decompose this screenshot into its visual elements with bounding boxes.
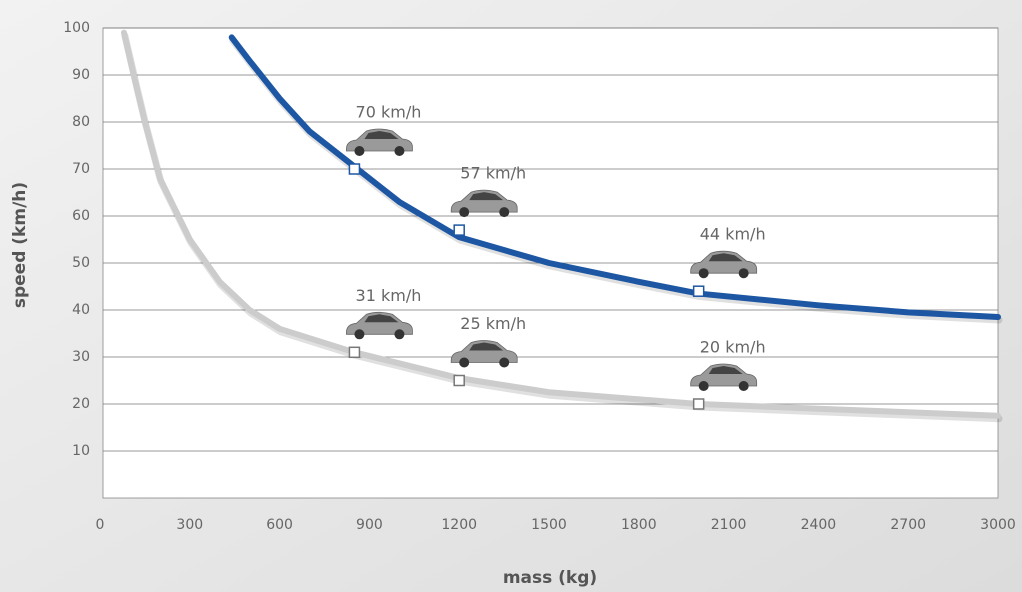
car-icon xyxy=(450,340,518,368)
point-marker xyxy=(348,346,361,359)
car-icon xyxy=(690,250,758,279)
value-label: 25 km/h xyxy=(460,314,526,333)
car-icon xyxy=(690,363,758,391)
car-wheel xyxy=(738,381,749,391)
car-wheel xyxy=(499,357,510,368)
car-wheel xyxy=(459,207,470,218)
car-wheel xyxy=(499,207,510,218)
car-window xyxy=(708,366,743,374)
x-tick-label: 1200 xyxy=(441,517,477,533)
car-body xyxy=(690,363,758,387)
car-window xyxy=(469,342,504,351)
value-label: 44 km/h xyxy=(700,225,766,244)
car-wheel xyxy=(354,146,365,156)
y-tick-label: 10 xyxy=(72,443,90,459)
x-tick-label: 600 xyxy=(266,517,293,533)
point-marker xyxy=(692,398,705,410)
car-body xyxy=(690,250,758,274)
y-tick-label: 20 xyxy=(72,396,90,412)
car-wheel xyxy=(394,329,405,340)
car-window xyxy=(469,192,504,201)
car-body xyxy=(450,189,518,213)
x-tick-label: 1500 xyxy=(531,517,567,533)
car-wheel xyxy=(459,357,470,368)
y-tick-label: 40 xyxy=(72,302,90,318)
car-body xyxy=(346,311,413,335)
car-wheel xyxy=(698,381,709,391)
x-tick-label: 2700 xyxy=(890,517,926,533)
car-wheel xyxy=(354,329,365,340)
value-label: 20 km/h xyxy=(700,338,766,357)
value-label: 31 km/h xyxy=(356,286,422,305)
y-tick-label: 90 xyxy=(72,67,90,83)
y-tick-label: 100 xyxy=(63,20,90,36)
curve xyxy=(120,29,1001,419)
point-marker xyxy=(692,285,705,297)
y-tick-label: 70 xyxy=(72,161,90,177)
curve xyxy=(228,34,1001,321)
value-label: 70 km/h xyxy=(356,103,422,122)
x-tick-label: 2400 xyxy=(801,517,837,533)
x-tick-label: 2100 xyxy=(711,517,747,533)
car-window xyxy=(364,131,399,139)
point-marker xyxy=(348,163,361,175)
y-tick-label: 80 xyxy=(72,114,90,130)
y-tick-label: 60 xyxy=(72,208,90,224)
car-icon xyxy=(346,311,413,340)
x-axis-title: mass (kg) xyxy=(503,568,597,588)
car-wheel xyxy=(698,268,709,279)
car-icon xyxy=(346,128,413,156)
x-tick-label: 3000 xyxy=(980,517,1016,533)
x-tick-label: 1800 xyxy=(621,517,657,533)
car-window xyxy=(708,253,743,262)
x-tick-label: 900 xyxy=(356,517,383,533)
value-label: 57 km/h xyxy=(460,164,526,183)
car-wheel xyxy=(394,146,405,156)
y-tick-label: 50 xyxy=(72,255,90,271)
car-icon xyxy=(450,189,518,218)
x-tick-label: 0 xyxy=(96,517,105,533)
x-tick-label: 300 xyxy=(176,517,203,533)
car-body xyxy=(450,340,518,363)
point-marker xyxy=(453,374,465,387)
car-body xyxy=(346,128,413,152)
y-tick-label: 30 xyxy=(72,349,90,365)
car-window xyxy=(364,314,399,323)
y-axis-title: speed (km/h) xyxy=(10,182,30,308)
point-marker xyxy=(453,224,465,236)
car-wheel xyxy=(738,268,749,279)
